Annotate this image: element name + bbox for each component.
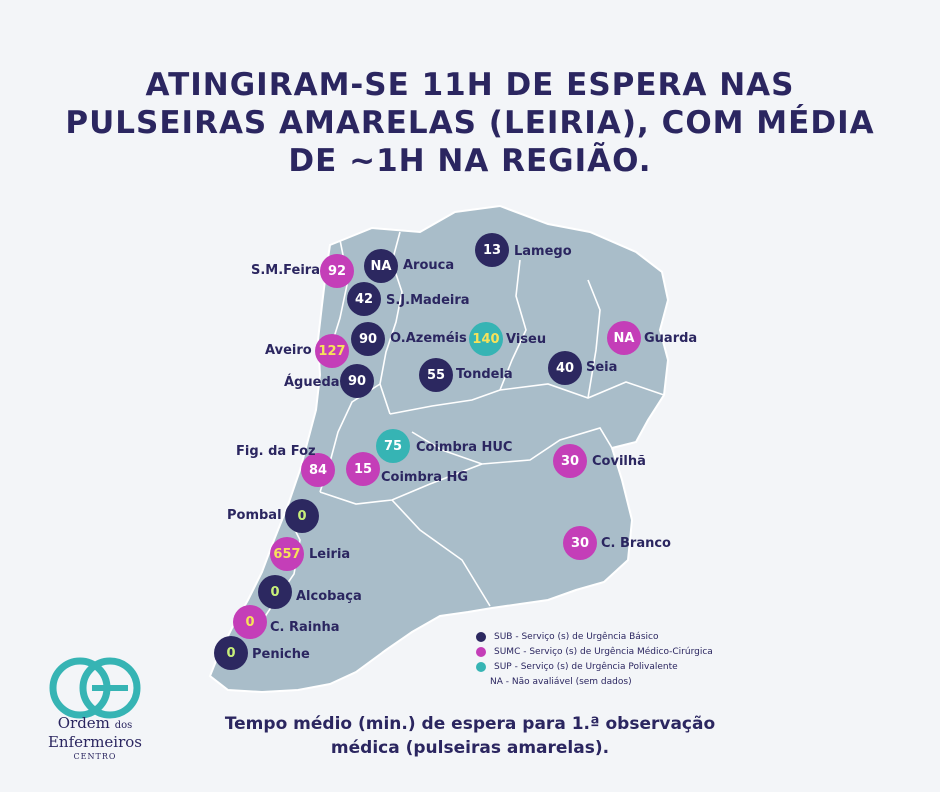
legend-sub-text: SUB - Serviço (s) de Urgência Básico — [494, 631, 659, 642]
legend-sup-text: SUP - Serviço (s) de Urgência Polivalent… — [494, 661, 678, 672]
logo-line-2: Enfermeiros — [47, 733, 142, 751]
marker-peniche: 0 — [214, 636, 248, 670]
marker-guarda: NA — [607, 321, 641, 355]
marker-viseu: 140 — [469, 322, 503, 356]
marker-covilha: 30 — [553, 444, 587, 478]
marker-pombal-value: 0 — [297, 508, 307, 524]
label-fig-foz: Fig. da Foz — [236, 444, 316, 459]
marker-aveiro: 127 — [315, 334, 349, 368]
marker-coimbra-hg: 15 — [346, 452, 380, 486]
marker-c-rainha: 0 — [233, 605, 267, 639]
label-peniche: Peniche — [252, 647, 310, 662]
marker-alcobaca: 0 — [258, 575, 292, 609]
label-pombal: Pombal — [227, 508, 282, 523]
page-title: ATINGIRAM-SE 11H DE ESPERA NAS PULSEIRAS… — [65, 67, 875, 179]
marker-pombal: 0 — [285, 499, 319, 533]
marker-c-branco: 30 — [563, 526, 597, 560]
marker-coimbra-huc: 75 — [376, 429, 410, 463]
legend-sub-dot — [476, 631, 486, 642]
legend-na-text: NA - Não avaliável (sem dados) — [490, 676, 632, 687]
marker-viseu-value: 140 — [472, 331, 500, 347]
map-caption: Tempo médio (min.) de espera para 1.ª ob… — [170, 712, 770, 760]
label-guarda: Guarda — [644, 331, 698, 346]
label-coimbra-huc: Coimbra HUC — [416, 440, 513, 455]
logo-word-ordem: Ordem — [57, 714, 110, 732]
label-lamego: Lamego — [514, 244, 572, 259]
label-coimbra-hg: Coimbra HG — [381, 470, 469, 485]
label-leiria: Leiria — [309, 547, 351, 562]
marker-peniche-value: 0 — [226, 645, 236, 661]
logo-text: Ordem dos Enfermeiros CENTRO — [30, 715, 160, 763]
logo-word-dos: dos — [114, 720, 133, 731]
marker-alcobaca-value: 0 — [270, 584, 280, 600]
label-o-azemeis: O.Azeméis — [390, 331, 467, 346]
label-alcobaca: Alcobaça — [296, 589, 362, 604]
legend-sub: SUB - Serviço (s) de Urgência Básico — [476, 629, 713, 644]
label-covilha: Covilhã — [592, 454, 646, 469]
marker-seia: 40 — [548, 351, 582, 385]
marker-leiria: 657 — [270, 537, 304, 571]
marker-tondela: 55 — [419, 358, 453, 392]
legend-sumc-dot — [476, 646, 486, 657]
logo-line-3: CENTRO — [73, 752, 117, 761]
label-aveiro: Aveiro — [265, 343, 312, 358]
label-sm-feira: S.M.Feira — [251, 263, 320, 278]
marker-o-azemeis: 90 — [351, 322, 385, 356]
marker-sm-feira: 92 — [320, 254, 354, 288]
logo-line-1: Ordem dos — [30, 715, 160, 734]
label-sj-madeira: S.J.Madeira — [386, 293, 470, 308]
label-c-rainha: C. Rainha — [270, 620, 340, 635]
label-agueda: Águeda — [284, 375, 340, 390]
label-viseu: Viseu — [506, 332, 547, 347]
marker-agueda: 90 — [340, 364, 374, 398]
marker-sj-madeira: 42 — [347, 282, 381, 316]
legend-sumc: SUMC - Serviço (s) de Urgência Médico-Ci… — [476, 644, 713, 659]
legend-sup: SUP - Serviço (s) de Urgência Polivalent… — [476, 659, 713, 674]
legend-sup-dot — [476, 661, 486, 672]
marker-c-rainha-value: 0 — [245, 614, 255, 630]
map-legend: SUB - Serviço (s) de Urgência Básico SUM… — [476, 629, 713, 689]
caption-line-2: médica (pulseiras amarelas). — [330, 738, 610, 758]
marker-fig-foz: 84 — [301, 453, 335, 487]
legend-sumc-text: SUMC - Serviço (s) de Urgência Médico-Ci… — [494, 646, 713, 657]
marker-leiria-value: 657 — [273, 546, 301, 562]
marker-aveiro-value: 127 — [318, 343, 346, 359]
label-tondela: Tondela — [456, 367, 513, 382]
label-seia: Seia — [586, 360, 618, 375]
legend-na: NA - Não avaliável (sem dados) — [476, 674, 713, 689]
label-arouca: Arouca — [403, 258, 455, 273]
marker-arouca: NA — [364, 249, 398, 283]
caption-line-1: Tempo médio (min.) de espera para 1.ª ob… — [224, 714, 716, 734]
marker-lamego: 13 — [475, 233, 509, 267]
ordem-enfermeiros-logo-icon — [49, 657, 141, 719]
label-c-branco: C. Branco — [601, 536, 671, 551]
